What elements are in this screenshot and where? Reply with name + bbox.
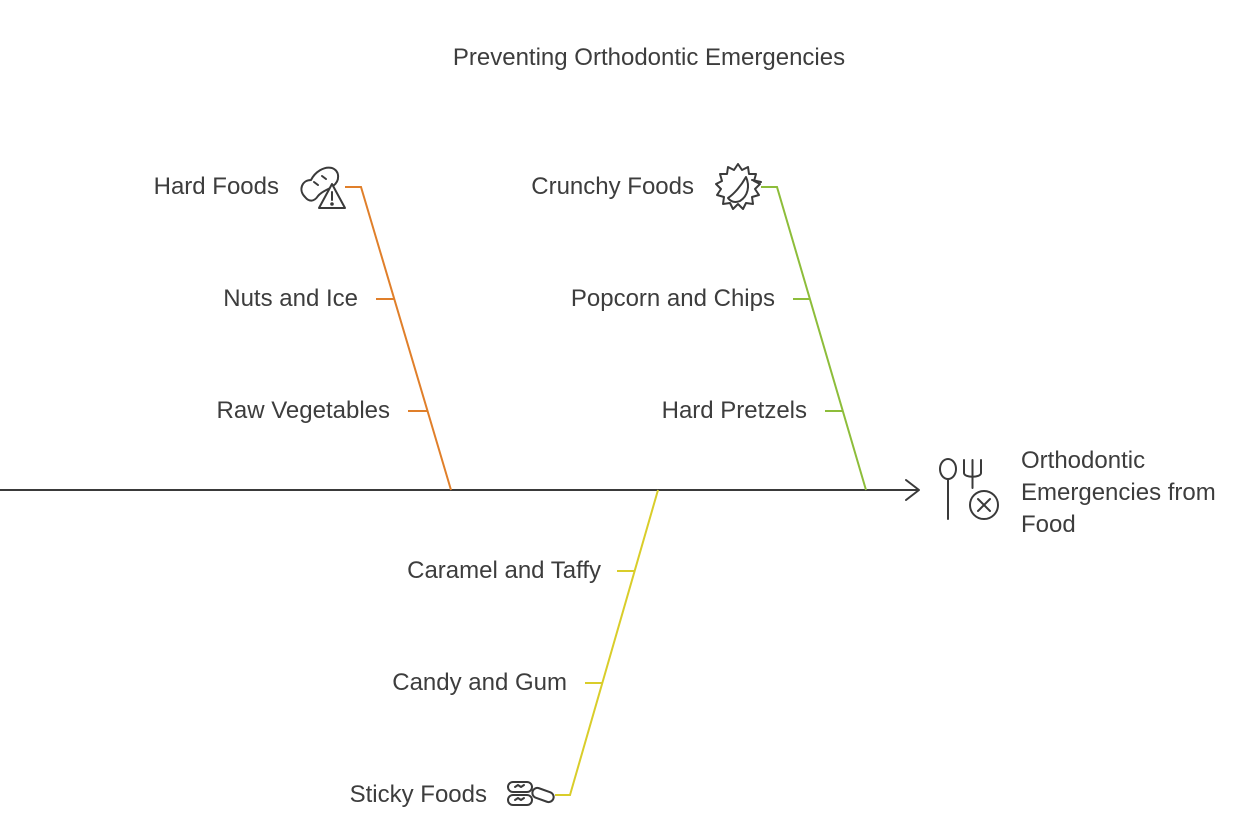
cause-label-raw-vegetables: Raw Vegetables xyxy=(216,397,390,424)
cutlery-cancel-icon xyxy=(939,458,999,520)
candy-pieces-icon xyxy=(507,781,555,806)
effect-label: Orthodontic Emergencies from Food xyxy=(1021,447,1216,538)
diagram-title: Preventing Orthodontic Emergencies xyxy=(452,44,846,71)
cause-label-popcorn-and-chips: Popcorn and Chips xyxy=(570,285,775,312)
category-label-hard-foods: Hard Foods xyxy=(153,173,279,200)
cause-label-hard-pretzels: Hard Pretzels xyxy=(661,397,807,424)
spiky-fruit-icon xyxy=(715,163,762,210)
peanut-warning-icon xyxy=(300,166,346,209)
spine-arrowhead xyxy=(905,479,920,501)
category-label-sticky-foods: Sticky Foods xyxy=(349,781,487,808)
cause-label-nuts-and-ice: Nuts and Ice xyxy=(223,285,358,312)
category-label-crunchy-foods: Crunchy Foods xyxy=(531,173,694,200)
bone-hard-foods xyxy=(345,186,452,491)
cause-label-caramel-and-taffy: Caramel and Taffy xyxy=(407,557,601,584)
cause-label-candy-and-gum: Candy and Gum xyxy=(392,669,567,696)
bone-sticky-foods xyxy=(555,489,659,796)
bone-crunchy-foods xyxy=(761,186,867,491)
